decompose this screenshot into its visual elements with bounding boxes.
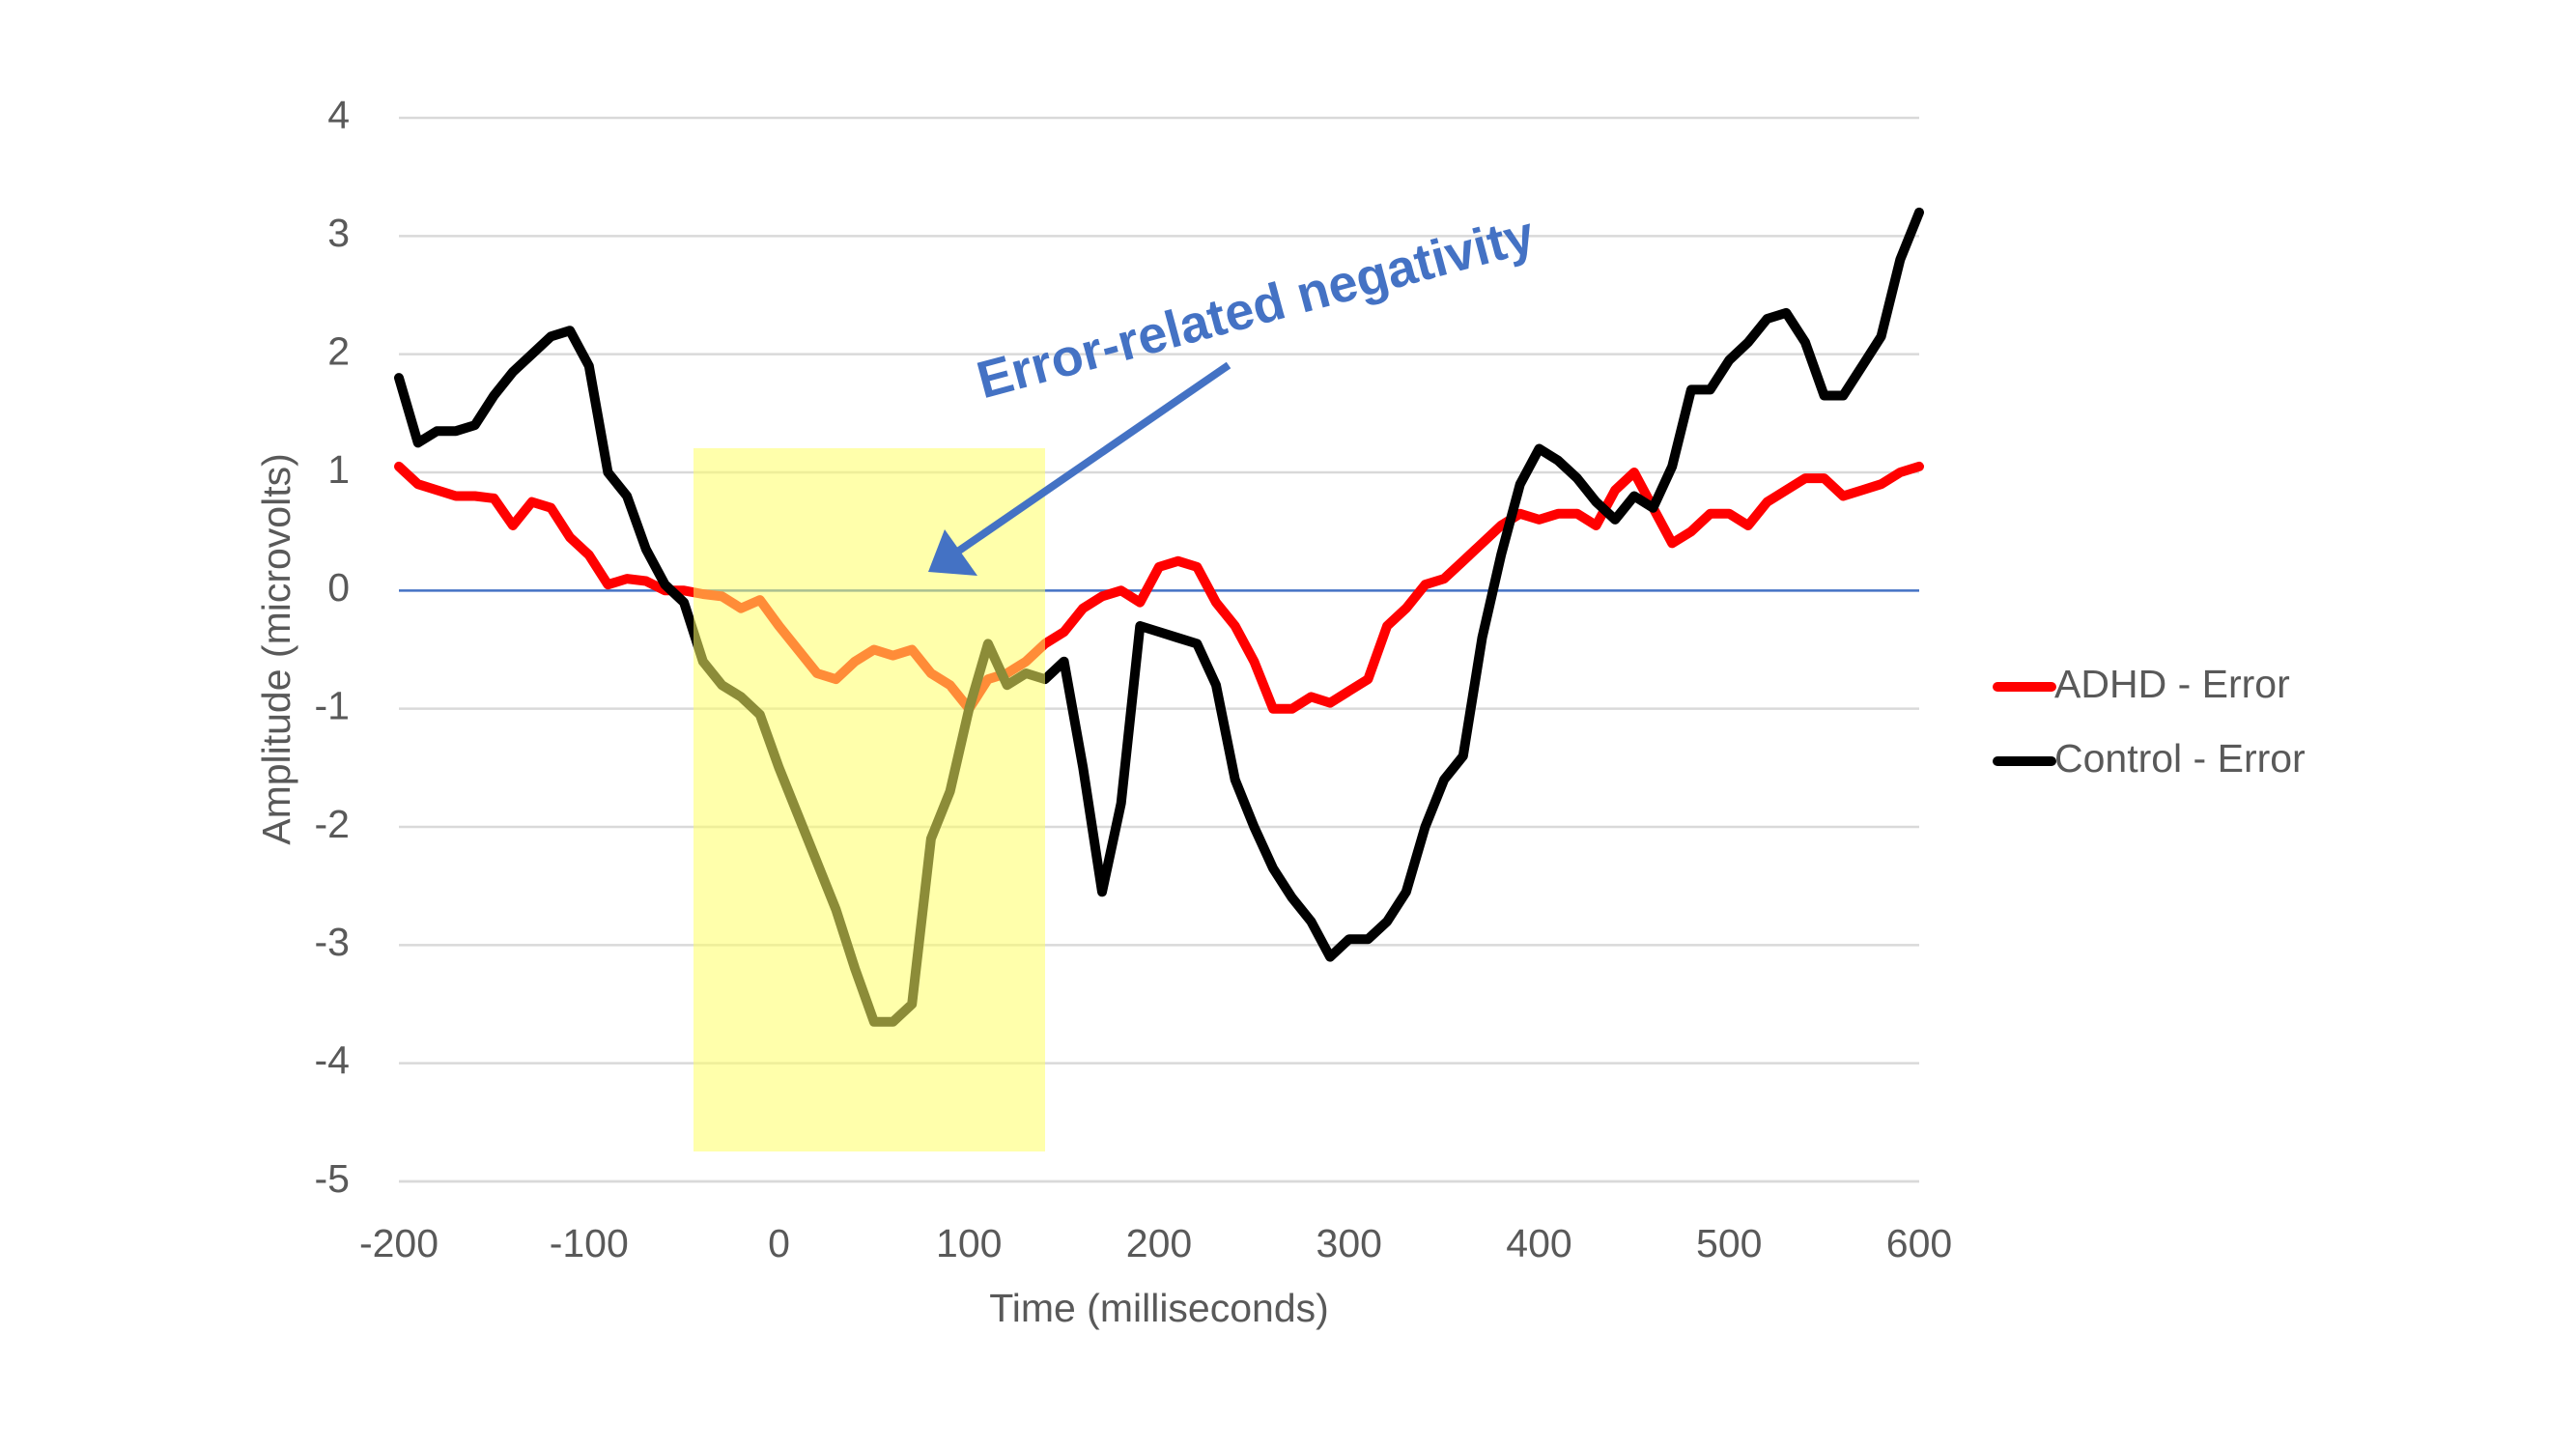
y-axis-label: Amplitude (microvolts): [254, 453, 298, 845]
x-tick-label: 500: [1696, 1221, 1762, 1265]
x-tick-label: 400: [1506, 1221, 1571, 1265]
y-tick-label: 1: [327, 447, 350, 492]
x-tick-label: 100: [936, 1221, 1002, 1265]
series-line: [394, 461, 1924, 714]
y-tick-label: -4: [315, 1037, 350, 1082]
grid: [399, 116, 1919, 1183]
legend-label: ADHD - Error: [2054, 662, 2290, 706]
y-tick-label: -3: [315, 920, 350, 964]
y-tick-label: 3: [327, 211, 350, 255]
y-tick-label: -5: [315, 1156, 350, 1201]
legend-label: Control - Error: [2054, 736, 2306, 781]
y-tick-label: -1: [315, 683, 350, 727]
y-tick-label: 4: [327, 93, 350, 137]
x-tick-label: -100: [550, 1221, 629, 1265]
series-line: [394, 207, 1924, 1027]
x-tick-label: 600: [1886, 1221, 1952, 1265]
lines: [394, 207, 1924, 1027]
highlight-region: [694, 448, 1045, 1151]
arrow-shaft: [953, 361, 1231, 556]
y-tick-label: -2: [315, 802, 350, 846]
x-tick-label: 200: [1126, 1221, 1192, 1265]
x-axis-label: Time (milliseconds): [989, 1286, 1329, 1330]
y-tick-label: 2: [327, 328, 350, 373]
x-tick-label: -200: [359, 1221, 439, 1265]
x-tick-label: 300: [1316, 1221, 1382, 1265]
arrow-head: [928, 529, 977, 576]
y-tick-label: 0: [327, 565, 350, 610]
x-tick-label: 0: [768, 1221, 790, 1265]
